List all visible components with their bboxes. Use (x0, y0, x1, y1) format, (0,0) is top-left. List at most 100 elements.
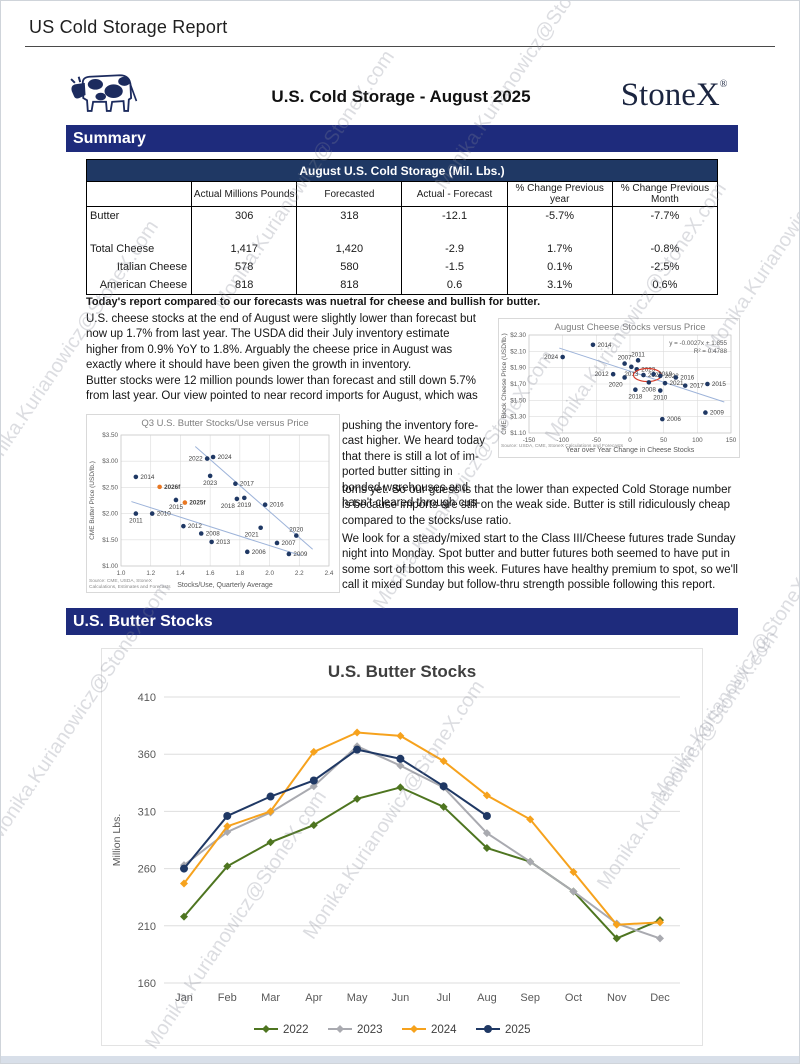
svg-text:2014: 2014 (597, 342, 612, 349)
svg-text:210: 210 (138, 921, 156, 933)
data-point-2007 (622, 361, 627, 366)
svg-text:R² = 0.4788: R² = 0.4788 (694, 348, 728, 355)
svg-text:-150: -150 (523, 437, 536, 444)
svg-text:Source: CME, USDA, StoneX: Source: CME, USDA, StoneX (89, 578, 153, 584)
table-cell: 818 (191, 276, 298, 295)
chart-title: August Cheese Stocks versus Price (554, 322, 705, 333)
data-point-2012 (610, 371, 616, 377)
svg-text:Jun: Jun (391, 992, 409, 1004)
svg-text:2015: 2015 (169, 504, 184, 511)
stonex-logo-text: StoneX (620, 77, 720, 113)
butter-stocks-section-header: U.S. Butter Stocks (66, 608, 738, 635)
column-header: Actual - Forecast (401, 181, 508, 207)
svg-text:$2.30: $2.30 (510, 332, 526, 339)
svg-text:1.2: 1.2 (146, 570, 155, 577)
table-row: Italian Cheese 578 580 -1.5 0.1% -2.5% (85, 258, 719, 276)
table-cell: -7.7% (611, 206, 719, 225)
table-cell: -0.8% (611, 240, 719, 258)
table-cell: -12.1 (401, 206, 508, 225)
column-header (85, 181, 193, 207)
data-point-2024 (210, 454, 216, 460)
svg-text:2019: 2019 (237, 502, 252, 509)
series-line-2025 (183, 748, 488, 870)
svg-text:2009: 2009 (293, 551, 308, 558)
butter-stocks-line-chart: U.S. Butter Stocks 160 210 260 310 360 410 Jan F… (101, 648, 703, 1046)
svg-text:$2.00: $2.00 (102, 511, 118, 518)
svg-text:2006: 2006 (252, 549, 267, 556)
data-point-2016 (673, 375, 679, 380)
data-point-2009 (286, 551, 292, 557)
svg-text:Stocks/Use, Quarterly Average: Stocks/Use, Quarterly Average (177, 582, 273, 589)
table-row: Total Cheese 1,417 1,420 -2.9 1.7% -0.8% (85, 240, 719, 258)
svg-text:CME Butter Price (USD/lb.): CME Butter Price (USD/lb.) (89, 461, 96, 540)
data-point-2018 (234, 496, 240, 502)
svg-text:310: 310 (138, 806, 156, 818)
butter-scatter-chart: Q3 U.S. Butter Stocks/Use versus Price 1.… (86, 414, 340, 593)
svg-text:2013: 2013 (216, 539, 231, 546)
column-header: % Change Previous year (506, 181, 613, 207)
data-point-2022 (204, 456, 210, 461)
table-cell: 818 (296, 276, 403, 295)
svg-text:y = -0.0027x + 1.855: y = -0.0027x + 1.855 (669, 340, 727, 347)
svg-text:Oct: Oct (565, 992, 582, 1004)
svg-text:410: 410 (138, 692, 156, 704)
svg-text:$2.50: $2.50 (102, 484, 118, 491)
data-point-2009 (703, 410, 708, 415)
svg-text:2010: 2010 (653, 395, 668, 402)
svg-text:$1.50: $1.50 (510, 397, 526, 404)
stonex-logo: StoneX® (609, 77, 739, 114)
data-point-2018 (633, 387, 638, 393)
svg-text:160: 160 (138, 978, 156, 990)
data-point-2024 (560, 354, 565, 360)
data-point-2010 (658, 388, 663, 393)
svg-text:Year over Year Change in Chees: Year over Year Change in Cheese Stocks (566, 447, 695, 454)
commentary-paragraph-2c: toms yet. So our guess is that the lower… (342, 484, 732, 527)
svg-text:2012: 2012 (188, 523, 203, 530)
svg-text:2019: 2019 (658, 371, 673, 378)
svg-text:Source: USDA, CME, StoneX Calc: Source: USDA, CME, StoneX Calculations a… (501, 443, 624, 449)
data-point-2017 (682, 383, 688, 388)
svg-text:2011: 2011 (631, 351, 645, 358)
data-point-2023 (207, 473, 213, 479)
svg-text:150: 150 (726, 437, 737, 444)
series-line-2022 (183, 786, 661, 940)
svg-text:May: May (347, 992, 368, 1004)
svg-text:2007: 2007 (282, 540, 297, 547)
svg-text:2008: 2008 (642, 386, 657, 393)
table-cell: -2.9 (401, 240, 508, 258)
svg-text:2020: 2020 (609, 381, 624, 388)
data-point-2016 (262, 502, 268, 507)
svg-text:CME Block Cheese Price (USD/lb: CME Block Cheese Price (USD/lb.) (501, 333, 508, 435)
svg-text:$1.90: $1.90 (510, 365, 526, 372)
svg-text:2024: 2024 (218, 454, 233, 461)
table-cell: 306 (191, 206, 298, 225)
svg-text:-50: -50 (592, 437, 602, 444)
table-cell: 3.1% (506, 276, 613, 295)
svg-text:2018: 2018 (221, 503, 236, 510)
butter-stocks-svg: U.S. Butter Stocks 160 210 260 310 360 410 Jan F… (111, 662, 680, 1036)
row-label: American Cheese (85, 276, 193, 295)
data-point-2007 (274, 540, 280, 546)
table-row (85, 225, 719, 240)
svg-text:$3.00: $3.00 (102, 458, 118, 465)
svg-text:2007: 2007 (618, 355, 633, 362)
svg-text:2025f: 2025f (189, 500, 206, 507)
svg-text:Nov: Nov (607, 992, 627, 1004)
svg-text:2022: 2022 (665, 373, 680, 380)
data-point-2008 (646, 380, 652, 385)
data-point-2021 (258, 525, 263, 531)
svg-text:2016: 2016 (680, 374, 695, 381)
svg-text:2024: 2024 (544, 354, 559, 361)
series-line-2024 (183, 731, 661, 926)
table-cell: 1,417 (191, 240, 298, 258)
legend-label-2025: 2025 (505, 1024, 531, 1036)
svg-text:Aug: Aug (477, 992, 497, 1004)
data-point-2020 (622, 375, 627, 380)
data-point-2011 (133, 511, 139, 516)
table-cell: 1.7% (506, 240, 613, 258)
data-point-2013 (209, 539, 214, 545)
svg-text:2012: 2012 (595, 371, 610, 378)
document-title: U.S. Cold Storage - August 2025 (271, 87, 531, 106)
column-header: % Change Previous Month (611, 181, 719, 207)
